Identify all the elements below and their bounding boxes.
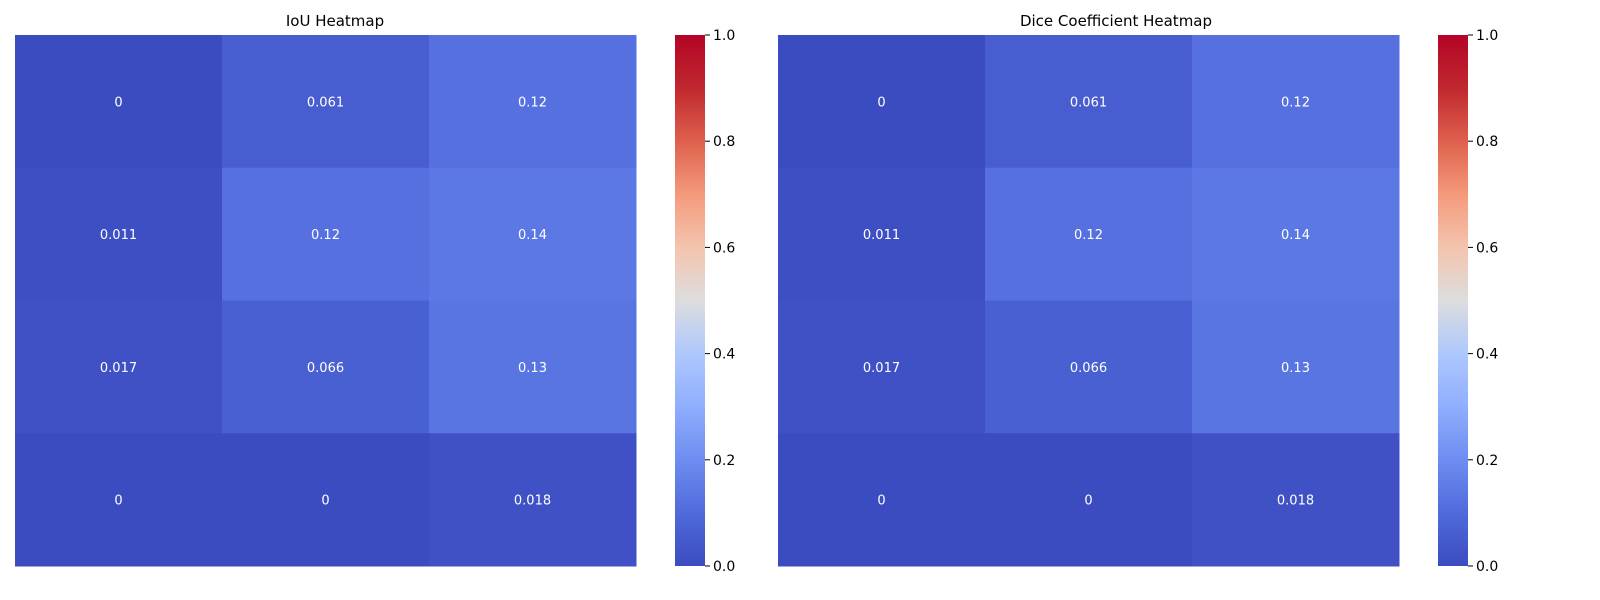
cell-label-r1-c1: 0.12 [311, 228, 340, 243]
cell-label-r2-c0: 0.017 [100, 361, 137, 376]
cell-label-r3-c2: 0.018 [514, 494, 551, 509]
heatmap-cell-r3-c0 [15, 433, 223, 567]
cell-label-r3-c0: 0 [877, 494, 885, 509]
chart-title: Dice Coefficient Heatmap [1020, 12, 1212, 30]
heatmap-cell-r0-c2 [1192, 35, 1400, 169]
cell-label-r1-c0: 0.011 [100, 228, 137, 243]
heatmap-cell-r0-c1 [222, 35, 430, 169]
heatmap-cell-r1-c2 [1192, 167, 1400, 301]
heatmap-cell-r0-c1 [985, 35, 1193, 169]
colorbar-tick-label-4: 0.8 [713, 134, 735, 150]
heatmap-cell-r2-c0 [778, 300, 986, 434]
heatmap-cell-r0-c2 [429, 35, 637, 169]
heatmap-cell-r2-c1 [985, 300, 1193, 434]
colorbar-tick-label-2: 0.4 [713, 347, 735, 363]
colorbar-tick-label-4: 0.8 [1476, 134, 1498, 150]
heatmap-cell-r3-c2 [1192, 433, 1400, 567]
cell-label-r0-c0: 0 [877, 95, 885, 110]
heatmap-cells: 0 0.061 0.12 0.011 0.12 0.14 0.017 0.066 0.13 0 0 0… [778, 35, 1400, 567]
colorbar: 0.0 0.2 0.4 0.6 0.8 1.0 [1438, 28, 1498, 575]
heatmap-cell-r2-c1 [222, 300, 430, 434]
cell-label-r1-c0: 0.011 [863, 228, 900, 243]
cell-label-r2-c2: 0.13 [1281, 361, 1310, 376]
cell-label-r2-c0: 0.017 [863, 361, 900, 376]
colorbar-tick-label-0: 0.0 [1476, 559, 1498, 575]
heatmap-cells: 0 0.061 0.12 0.011 0.12 0.14 0.017 0.066 0.13 0 0 0… [15, 35, 637, 567]
colorbar-gradient [1438, 35, 1468, 566]
heatmap-cell-r2-c0 [15, 300, 223, 434]
heatmap-cell-r0-c0 [15, 35, 223, 169]
heatmap-cell-r1-c0 [15, 167, 223, 301]
colorbar-tick-label-0: 0.0 [713, 559, 735, 575]
heatmap-cell-r1-c2 [429, 167, 637, 301]
colorbar-tick-label-5: 1.0 [1476, 28, 1498, 44]
colorbar-tick-label-2: 0.4 [1476, 347, 1498, 363]
dice-heatmap-panel: Dice Coefficient Heatmap 0 0.061 0.12 0.011… [778, 12, 1498, 575]
cell-label-r1-c2: 0.14 [518, 228, 547, 243]
heatmap-cell-r3-c1 [985, 433, 1193, 567]
colorbar-tick-label-3: 0.6 [1476, 240, 1498, 256]
heatmap-cell-r3-c2 [429, 433, 637, 567]
chart-title: IoU Heatmap [286, 12, 384, 30]
heatmap-cell-r0-c0 [778, 35, 986, 169]
heatmap-cell-r3-c1 [222, 433, 430, 567]
cell-label-r3-c2: 0.018 [1277, 494, 1314, 509]
cell-label-r0-c1: 0.061 [307, 95, 344, 110]
cell-label-r3-c0: 0 [114, 494, 122, 509]
cell-label-r1-c2: 0.14 [1281, 228, 1310, 243]
cell-label-r1-c1: 0.12 [1074, 228, 1103, 243]
heatmap-cell-r3-c0 [778, 433, 986, 567]
heatmap-cell-r1-c1 [222, 167, 430, 301]
cell-label-r3-c1: 0 [321, 494, 329, 509]
iou-heatmap-panel: IoU Heatmap 0 0.061 0.12 0.011 0.12 0.14 0.017… [15, 12, 735, 575]
cell-label-r2-c2: 0.13 [518, 361, 547, 376]
colorbar-tick-label-1: 0.2 [1476, 453, 1498, 469]
heatmap-cell-r1-c1 [985, 167, 1193, 301]
heatmap-cell-r2-c2 [1192, 300, 1400, 434]
colorbar-gradient [675, 35, 705, 566]
heatmap-cell-r2-c2 [429, 300, 637, 434]
colorbar-tick-label-3: 0.6 [713, 240, 735, 256]
cell-label-r0-c1: 0.061 [1070, 95, 1107, 110]
colorbar-tick-label-1: 0.2 [713, 453, 735, 469]
cell-label-r2-c1: 0.066 [307, 361, 344, 376]
colorbar-tick-label-5: 1.0 [713, 28, 735, 44]
cell-label-r0-c0: 0 [114, 95, 122, 110]
cell-label-r0-c2: 0.12 [1281, 95, 1310, 110]
colorbar: 0.0 0.2 0.4 0.6 0.8 1.0 [675, 28, 735, 575]
heatmap-cell-r1-c0 [778, 167, 986, 301]
cell-label-r3-c1: 0 [1084, 494, 1092, 509]
cell-label-r2-c1: 0.066 [1070, 361, 1107, 376]
cell-label-r0-c2: 0.12 [518, 95, 547, 110]
